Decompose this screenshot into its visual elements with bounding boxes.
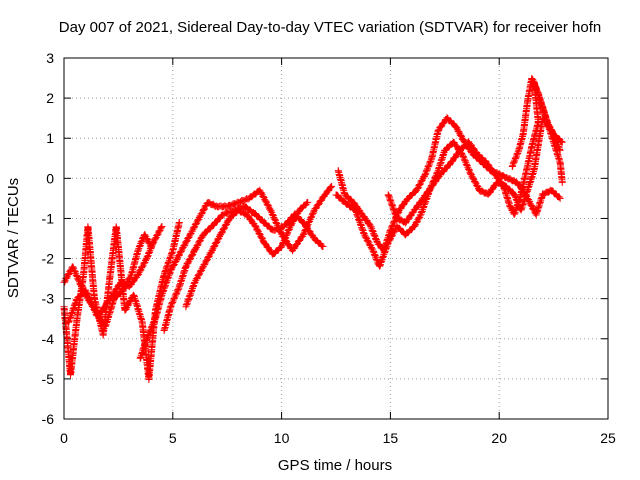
plot-area: [60, 75, 566, 383]
chart-title: Day 007 of 2021, Sidereal Day-to-day VTE…: [59, 19, 601, 36]
data-track-4: [136, 182, 336, 362]
y-tick-label: -4: [42, 331, 55, 347]
y-tick-label: -1: [42, 210, 55, 226]
data-point-markers: [182, 198, 312, 311]
y-axis-label: SDTVAR / TECUs: [5, 178, 22, 298]
data-point-markers: [160, 202, 327, 334]
y-tick-label: -2: [42, 251, 55, 267]
y-tick-label: 1: [46, 130, 54, 146]
x-tick-label: 5: [169, 430, 177, 446]
plot-frame: [63, 57, 609, 420]
y-tick-label: 2: [46, 90, 54, 106]
data-track-5: [160, 202, 327, 334]
y-tick-label: 0: [46, 170, 54, 186]
data-point-markers: [508, 75, 566, 186]
grid-lines: [64, 58, 608, 419]
y-tick-label: -5: [42, 371, 55, 387]
x-tick-label: 15: [383, 430, 399, 446]
data-point-markers: [64, 231, 155, 330]
x-tick-label: 0: [60, 430, 68, 446]
x-tick-label: 20: [491, 430, 507, 446]
data-track-10: [508, 75, 566, 186]
data-point-markers: [136, 182, 336, 362]
data-track-3: [64, 231, 155, 330]
y-tick-label: -3: [42, 291, 55, 307]
y-tick-label: -6: [42, 411, 55, 427]
data-track-6: [182, 198, 312, 311]
y-tick-label: 3: [46, 50, 54, 66]
x-tick-label: 10: [274, 430, 290, 446]
x-tick-label: 25: [600, 430, 616, 446]
x-axis-label: GPS time / hours: [278, 457, 392, 474]
